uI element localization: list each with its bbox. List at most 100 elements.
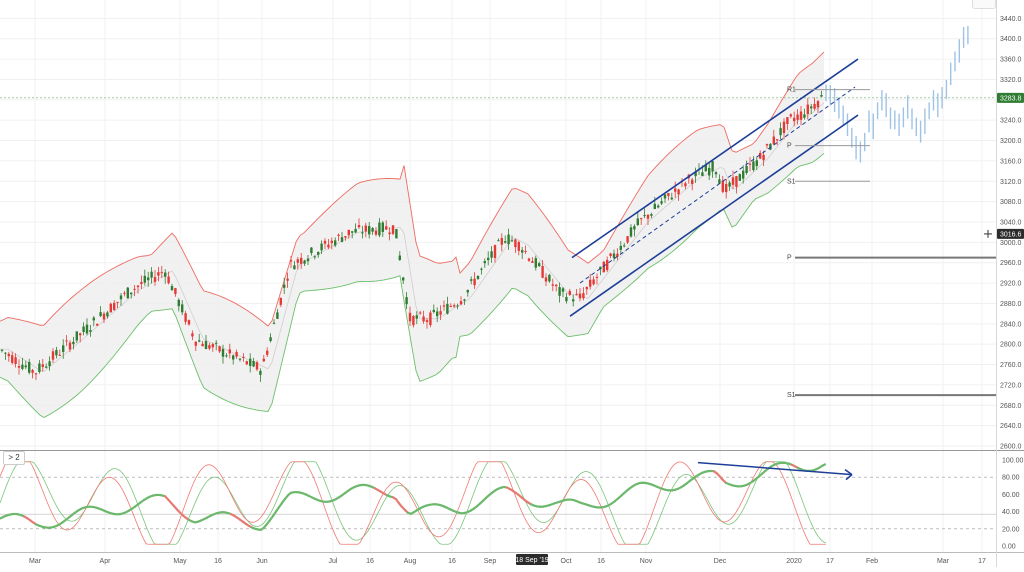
candle-body xyxy=(677,190,679,195)
price-tick-label: 2840.0 xyxy=(1000,321,1022,328)
candle-body xyxy=(239,359,241,360)
candle-body xyxy=(290,260,292,261)
candle-body xyxy=(582,293,584,298)
price-tick-label: 2680.0 xyxy=(1000,403,1022,410)
candle-body xyxy=(140,282,142,284)
candle-body xyxy=(623,245,625,246)
candle-body xyxy=(480,269,482,270)
candle-body xyxy=(535,258,537,267)
candle-body xyxy=(674,188,676,191)
candle-body xyxy=(446,304,448,314)
candle-body xyxy=(181,304,183,312)
candle-body xyxy=(399,256,401,260)
candle-body xyxy=(402,278,404,281)
candle-body xyxy=(545,277,547,281)
candle-body xyxy=(732,177,734,184)
candle-body xyxy=(106,312,108,316)
price-tick-label: 3080.0 xyxy=(1000,199,1022,206)
candle-body xyxy=(120,295,122,299)
candle-body xyxy=(45,367,47,368)
candle-body xyxy=(86,325,88,334)
candle-body xyxy=(174,288,176,294)
candle-body xyxy=(501,238,503,245)
candle-body xyxy=(99,312,101,316)
candle-body xyxy=(154,277,156,282)
candle-body xyxy=(232,355,234,359)
pane-toggle-button[interactable]: > 2 xyxy=(3,451,25,465)
candle-body xyxy=(633,226,635,229)
candle-body xyxy=(130,293,132,295)
candle-body xyxy=(110,304,112,313)
candle-body xyxy=(531,261,533,263)
candle-body xyxy=(382,223,384,232)
time-tick-label: Jun xyxy=(256,558,267,565)
price-tick-label: 2760.0 xyxy=(1000,362,1022,369)
candle-body xyxy=(25,365,27,367)
candle-body xyxy=(552,284,554,285)
candle-body xyxy=(269,337,271,341)
candle-body xyxy=(59,355,61,356)
candle-body xyxy=(643,215,645,216)
candle-body xyxy=(348,230,350,235)
price-tick-label: 2720.0 xyxy=(1000,382,1022,389)
candle-body xyxy=(96,324,98,326)
candle-body xyxy=(395,229,397,238)
price-tick-label: 2920.0 xyxy=(1000,281,1022,288)
candle-body xyxy=(249,359,251,366)
candle-body xyxy=(1,350,3,351)
candle-body xyxy=(235,352,237,357)
candle-body xyxy=(422,316,424,321)
candle-body xyxy=(35,373,37,374)
candle-body xyxy=(14,357,16,364)
candle-body xyxy=(4,353,6,354)
candle-body xyxy=(450,306,452,307)
candle-body xyxy=(69,343,71,350)
candle-body xyxy=(246,361,248,364)
candle-body xyxy=(596,277,598,278)
candle-body xyxy=(21,365,23,369)
candle-body xyxy=(521,250,523,253)
candle-body xyxy=(463,299,465,300)
candle-body xyxy=(555,285,557,286)
candle-body xyxy=(263,359,265,362)
candle-body xyxy=(93,318,95,321)
candle-body xyxy=(487,258,489,260)
candle-body xyxy=(8,354,10,356)
candle-body xyxy=(650,214,652,216)
candle-body xyxy=(671,198,673,200)
band-fill xyxy=(0,52,824,418)
candle-body xyxy=(344,236,346,238)
time-tick-label: 16 xyxy=(214,558,222,565)
candle-body xyxy=(205,341,207,349)
candle-body xyxy=(779,128,781,135)
time-tick-label: 16 xyxy=(366,558,374,565)
candle-body xyxy=(283,285,285,288)
collapse-handle[interactable] xyxy=(972,0,996,9)
candle-body xyxy=(613,254,615,258)
osc-slow-line-segment xyxy=(822,464,825,466)
candle-body xyxy=(572,299,574,301)
candle-body xyxy=(222,349,224,357)
candle-body xyxy=(436,311,438,316)
candle-body xyxy=(507,235,509,245)
projection-bars xyxy=(826,26,968,162)
candle-body xyxy=(184,313,186,322)
candle-body xyxy=(569,291,571,295)
candle-body xyxy=(38,363,40,372)
candle-body xyxy=(562,288,564,291)
candle-body xyxy=(361,232,363,233)
candle-body xyxy=(157,272,159,275)
candle-body xyxy=(766,144,768,145)
candle-body xyxy=(528,259,530,261)
osc-tick-label: 100.00 xyxy=(1002,458,1024,465)
price-tick-label: 3200.0 xyxy=(1000,138,1022,145)
candle-body xyxy=(749,164,751,165)
candle-body xyxy=(324,241,326,244)
candle-body xyxy=(127,288,129,299)
candle-body xyxy=(385,226,387,229)
candle-body xyxy=(803,114,805,117)
candle-body xyxy=(813,104,815,109)
